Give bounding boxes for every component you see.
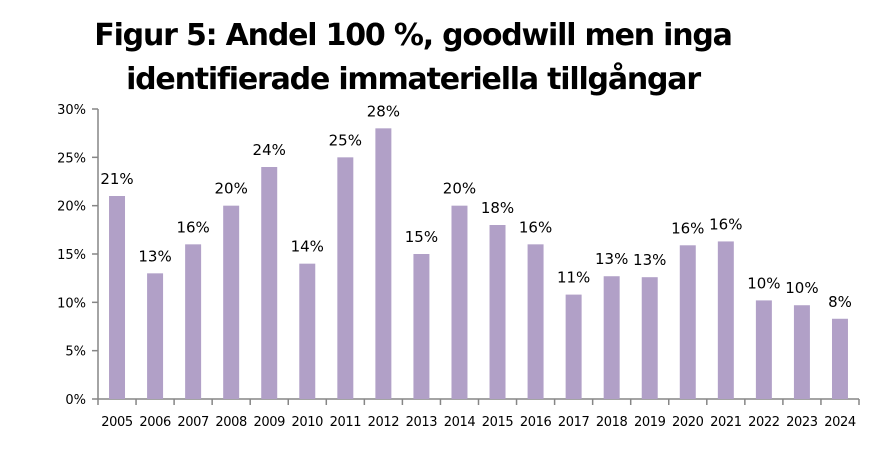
bar-2019 xyxy=(641,277,658,399)
data-label-2008: 20% xyxy=(215,180,248,198)
chart-title-line-2: identifierade immateriella tillgångar xyxy=(126,62,701,97)
x-tick-label-2014: 2014 xyxy=(444,415,476,430)
x-tick-label-2017: 2017 xyxy=(558,415,590,430)
bar-2006 xyxy=(147,273,164,399)
chart-title: Figur 5: Andel 100 %, goodwill men inga … xyxy=(0,14,826,102)
bar-2010 xyxy=(299,263,316,399)
x-tick-label-2019: 2019 xyxy=(634,415,666,430)
x-tick-label-2011: 2011 xyxy=(330,415,362,430)
x-tick-label-2006: 2006 xyxy=(139,415,171,430)
data-label-2006: 13% xyxy=(138,247,171,265)
y-tick-label: 15% xyxy=(57,248,86,263)
x-tick-label-2023: 2023 xyxy=(786,415,818,430)
bar-2005 xyxy=(109,196,126,399)
data-label-2015: 18% xyxy=(481,199,514,217)
bar-2017 xyxy=(565,294,582,399)
data-label-2017: 11% xyxy=(557,269,590,287)
y-tick-label: 10% xyxy=(57,296,86,311)
data-label-2019: 13% xyxy=(633,251,666,269)
bar-2016 xyxy=(527,244,544,399)
bar-2015 xyxy=(489,225,506,399)
bar-2022 xyxy=(755,300,772,399)
data-label-2018: 13% xyxy=(595,250,628,268)
data-label-2021: 16% xyxy=(709,215,742,233)
y-tick-label: 20% xyxy=(57,200,86,215)
x-tick-label-2012: 2012 xyxy=(368,415,399,430)
data-label-2014: 20% xyxy=(443,180,476,198)
x-tick-label-2020: 2020 xyxy=(672,415,704,430)
bar-2013 xyxy=(413,254,430,399)
y-tick-label: 0% xyxy=(65,393,86,408)
bar-2009 xyxy=(261,167,278,399)
data-label-2020: 16% xyxy=(671,219,704,237)
data-label-2011: 25% xyxy=(329,131,362,149)
data-label-2013: 15% xyxy=(405,228,438,246)
data-label-2016: 16% xyxy=(519,218,552,236)
data-label-2010: 14% xyxy=(291,238,324,256)
x-tick-label-2024: 2024 xyxy=(824,415,856,430)
bar-2018 xyxy=(603,276,620,399)
bar-2008 xyxy=(223,205,240,399)
bar-2007 xyxy=(185,244,202,399)
data-label-2012: 28% xyxy=(367,102,400,120)
bar-2012 xyxy=(375,128,392,400)
bar-2021 xyxy=(717,241,734,399)
bar-2024 xyxy=(831,318,848,399)
data-label-2007: 16% xyxy=(176,218,209,236)
chart-title-line-1: Figur 5: Andel 100 %, goodwill men inga xyxy=(94,18,733,53)
data-label-2024: 8% xyxy=(828,293,852,311)
bar-2020 xyxy=(679,245,696,399)
bar-2014 xyxy=(451,205,468,399)
x-tick-label-2005: 2005 xyxy=(101,415,133,430)
data-label-2009: 24% xyxy=(253,141,286,159)
x-tick-label-2009: 2009 xyxy=(253,415,285,430)
x-tick-label-2008: 2008 xyxy=(215,415,247,430)
y-tick-label: 30% xyxy=(57,103,86,118)
x-tick-label-2010: 2010 xyxy=(292,415,324,430)
bar-2023 xyxy=(793,305,810,399)
x-tick-label-2016: 2016 xyxy=(520,415,552,430)
x-tick-label-2018: 2018 xyxy=(596,415,628,430)
bar-2011 xyxy=(337,157,354,399)
x-tick-label-2013: 2013 xyxy=(406,415,438,430)
x-tick-label-2022: 2022 xyxy=(748,415,779,430)
data-label-2023: 10% xyxy=(785,279,818,297)
x-tick-label-2007: 2007 xyxy=(177,415,209,430)
x-tick-label-2015: 2015 xyxy=(482,415,514,430)
data-label-2005: 21% xyxy=(100,170,133,188)
y-tick-label: 25% xyxy=(57,151,86,166)
y-tick-label: 5% xyxy=(65,345,86,360)
data-label-2022: 10% xyxy=(747,274,780,292)
x-tick-label-2021: 2021 xyxy=(710,415,742,430)
